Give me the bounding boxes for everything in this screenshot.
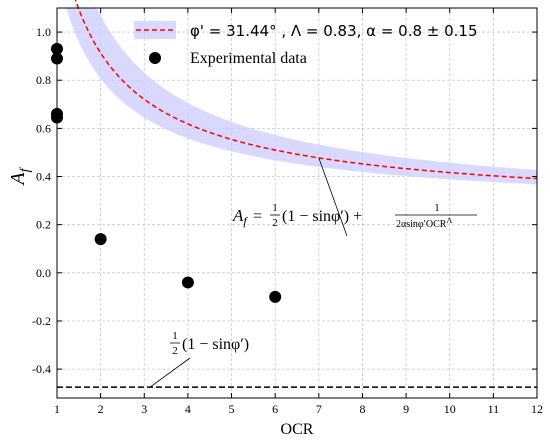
y-tick-label: -0.2 bbox=[32, 314, 51, 328]
data-points bbox=[51, 42, 282, 303]
formula-ref-half-den: 2 bbox=[172, 345, 178, 357]
legend-data-label: Experimental data bbox=[190, 50, 307, 67]
y-tick-label: 1.0 bbox=[36, 25, 51, 39]
data-point bbox=[94, 233, 107, 246]
formula-main-frac-num: 1 bbox=[434, 202, 440, 214]
data-point bbox=[269, 290, 282, 303]
x-tick-label: 10 bbox=[444, 402, 456, 416]
formula-annotation-main: Af = 1 2 (1 − sinφ′) + 1 2αsinφ′OCRΛ bbox=[232, 157, 477, 237]
formula-ref-paren: (1 − sinφ′) bbox=[182, 336, 249, 353]
y-tick-label: 0.0 bbox=[36, 266, 51, 280]
formula-main-paren: (1 − sinφ′) + bbox=[282, 208, 362, 225]
x-tick-label: 12 bbox=[531, 402, 543, 416]
legend: φ' = 31.44° , Λ = 0.83, α = 0.8 ± 0.15 E… bbox=[134, 21, 478, 67]
formula-annotation-reference: 1 2 (1 − sinφ′) bbox=[149, 330, 249, 388]
formula-main-eq: = bbox=[253, 208, 262, 225]
legend-model-label: φ' = 31.44° , Λ = 0.83, α = 0.8 ± 0.15 bbox=[190, 22, 478, 40]
formula-main-half-num: 1 bbox=[272, 202, 278, 214]
uncertainty-band bbox=[57, 8, 537, 185]
formula-main-half-den: 2 bbox=[272, 217, 278, 229]
y-axis-label-main: A bbox=[7, 172, 29, 187]
x-tick-label: 9 bbox=[403, 402, 409, 416]
formula-main-frac-den: 2αsinφ′OCRΛ bbox=[396, 216, 452, 230]
y-tick-label: 0.6 bbox=[36, 121, 51, 135]
y-tick-label: 0.2 bbox=[36, 218, 51, 232]
x-axis-label: OCR bbox=[281, 421, 314, 438]
y-tick-label: 0.8 bbox=[36, 73, 51, 87]
formula-ref-half-num: 1 bbox=[172, 330, 178, 342]
y-axis-label-sub: f bbox=[18, 166, 33, 172]
axis-ticks bbox=[56, 8, 538, 398]
y-axis-label: Af bbox=[7, 166, 33, 186]
tick-labels: 1 2 3 4 5 6 7 8 9 10 11 12-0.4-0.20.00.20.40.60.81.… bbox=[32, 25, 543, 416]
y-tick-label: -0.4 bbox=[32, 362, 51, 376]
uncertainty-band-area bbox=[57, 8, 537, 185]
model-curve bbox=[74, 0, 538, 180]
x-tick-label: 11 bbox=[488, 402, 500, 416]
x-tick-label: 5 bbox=[229, 402, 235, 416]
x-tick-label: 7 bbox=[316, 402, 322, 416]
x-tick-label: 1 bbox=[54, 402, 60, 416]
formula-main-pointer bbox=[318, 157, 348, 237]
y-tick-label: 0.4 bbox=[36, 170, 51, 184]
x-tick-label: 2 bbox=[98, 402, 104, 416]
x-tick-label: 8 bbox=[359, 402, 365, 416]
x-tick-label: 6 bbox=[272, 402, 278, 416]
model-curve-layer bbox=[74, 0, 538, 180]
formula-main-lhs: Af bbox=[232, 206, 248, 228]
data-point bbox=[181, 276, 194, 289]
plot-frame bbox=[56, 7, 538, 399]
legend-data-marker bbox=[149, 52, 161, 64]
formula-ref-pointer bbox=[149, 357, 191, 388]
x-tick-label: 3 bbox=[141, 402, 147, 416]
x-tick-label: 4 bbox=[185, 402, 191, 416]
